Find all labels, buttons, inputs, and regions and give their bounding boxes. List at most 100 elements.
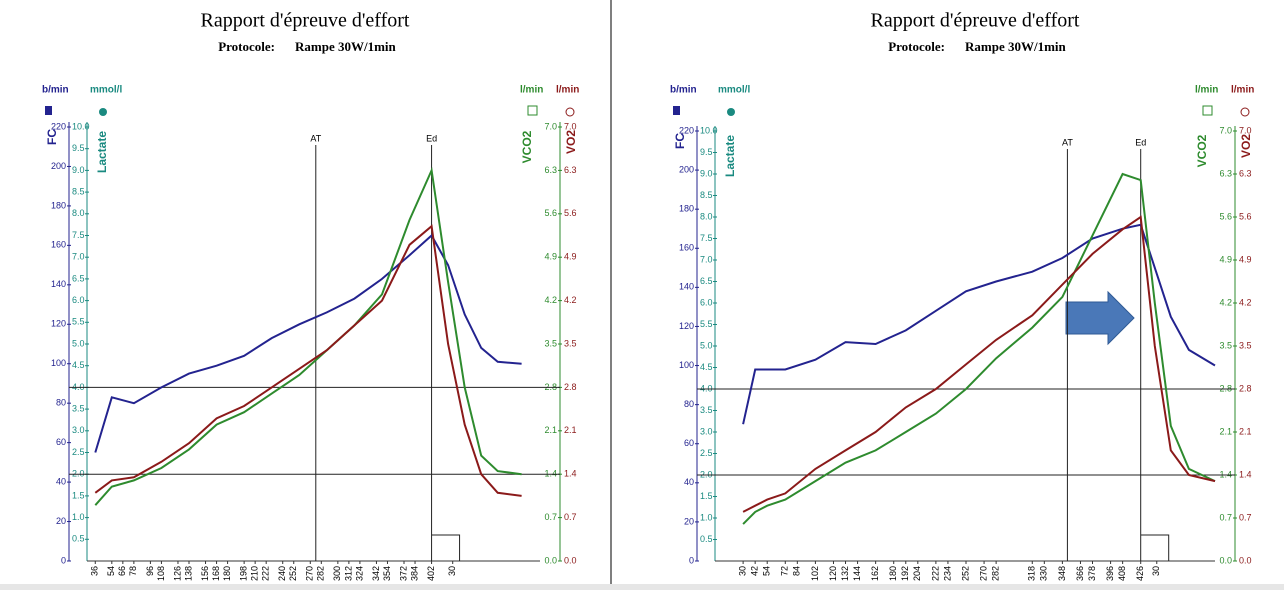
lactate-tick-label: 0.5 xyxy=(72,534,85,544)
lactate-tick-label: 3.5 xyxy=(700,405,713,415)
fc-tick-label: 160 xyxy=(51,240,66,250)
vo2-tick-label: 2.1 xyxy=(564,425,577,435)
x-tick-label: 324 xyxy=(354,566,364,581)
protocol: Rampe 30W/1min xyxy=(295,39,397,54)
x-tick-label: 120 xyxy=(828,566,838,581)
lactate-tick-label: 6.5 xyxy=(700,276,713,286)
x-tick-label: 396 xyxy=(1105,566,1115,581)
vco2-tick-label: 4.9 xyxy=(544,252,557,262)
x-tick-label: 54 xyxy=(106,566,116,576)
vo2-tick-label: 5.6 xyxy=(564,208,577,218)
fc-tick-label: 140 xyxy=(51,279,66,289)
x-tick-label: 330 xyxy=(1039,566,1049,581)
x-tick-label: 312 xyxy=(343,566,353,581)
fc-tick-label: 220 xyxy=(51,121,66,131)
vco2-unit: l/min xyxy=(520,85,543,96)
fc-tick-label: 80 xyxy=(56,398,66,408)
vo2-tick-label: 0.0 xyxy=(1239,555,1252,565)
x-tick-label: 138 xyxy=(183,566,193,581)
x-tick-label: 270 xyxy=(305,566,315,581)
vco2-tick-label: 4.9 xyxy=(1219,254,1232,264)
vo2-symbol xyxy=(1240,107,1250,117)
vco2-tick-label: 0.0 xyxy=(544,555,557,565)
lactate-tick-label: 8.0 xyxy=(72,208,85,218)
protocol-label: Protocole: xyxy=(218,39,275,54)
vo2-axis-title: VO2 xyxy=(564,130,578,154)
x-tick-label: 372 xyxy=(398,566,408,581)
x-tick-label: 66 xyxy=(117,566,127,576)
x-tick-label: 72 xyxy=(780,566,790,576)
x-tick-label: 54 xyxy=(762,566,772,576)
vo2-tick-label: 7.0 xyxy=(1239,125,1252,135)
vo2-unit: l/min xyxy=(556,85,579,96)
lactate-tick-label: 9.0 xyxy=(72,165,85,175)
x-tick-label: 42 xyxy=(750,566,760,576)
x-tick-label: 300 xyxy=(332,566,342,581)
vco2-tick-label: 3.5 xyxy=(544,338,557,348)
x-tick-label: 168 xyxy=(211,566,221,581)
x-tick-label: 96 xyxy=(145,566,155,576)
x-tick-label: 270 xyxy=(978,566,988,581)
lactate-tick-label: 4.0 xyxy=(72,382,85,392)
vco2-tick-label: 6.3 xyxy=(1219,168,1232,178)
x-tick-label: 234 xyxy=(942,566,952,581)
x-tick-label: 408 xyxy=(1117,566,1127,581)
lactate-tick-label: 1.0 xyxy=(700,512,713,522)
vo2-tick-label: 0.0 xyxy=(564,555,577,565)
chart-title: Rapport d'épreuve d'effort xyxy=(201,10,410,32)
series-line xyxy=(742,215,1216,513)
x-tick-label: 252 xyxy=(288,566,298,581)
lactate-tick-label: 9.5 xyxy=(700,147,713,157)
x-tick-label: 156 xyxy=(200,566,210,581)
vo2-axis-title: VO2 xyxy=(1239,134,1253,158)
vco2-tick-label: 6.3 xyxy=(544,165,557,175)
fc-tick-label: 160 xyxy=(679,243,694,253)
fc-tick-label: 40 xyxy=(684,477,694,487)
vco2-tick-label: 0.0 xyxy=(1219,555,1232,565)
vo2-tick-label: 0.7 xyxy=(1239,512,1252,522)
vo2-tick-label: 6.3 xyxy=(1239,168,1252,178)
fc-unit: b/min xyxy=(670,85,697,96)
x-tick-label: 354 xyxy=(382,566,392,581)
annotation-label: AT xyxy=(310,133,321,143)
vco2-tick-label: 0.7 xyxy=(544,512,557,522)
fc-symbol xyxy=(673,106,680,115)
vco2-symbol xyxy=(1202,105,1213,116)
lactate-tick-label: 2.0 xyxy=(700,469,713,479)
x-tick-label: 252 xyxy=(960,566,970,581)
fc-tick-label: 200 xyxy=(51,161,66,171)
x-tick-label: 180 xyxy=(222,566,232,581)
lactate-tick-label: 4.5 xyxy=(72,360,85,370)
fc-axis-title: FC xyxy=(673,133,687,149)
series-line xyxy=(94,233,522,453)
lactate-tick-label: 6.5 xyxy=(72,273,85,283)
lactate-tick-label: 7.5 xyxy=(700,233,713,243)
x-tick-label: 282 xyxy=(990,566,1000,581)
x-tick-label: 132 xyxy=(840,566,850,581)
vco2-tick-label: 2.1 xyxy=(1219,426,1232,436)
x-tick-label: 162 xyxy=(870,566,880,581)
x-tick-label: 192 xyxy=(900,566,910,581)
annotation-label: Ed xyxy=(426,133,437,143)
vco2-tick-label: 2.1 xyxy=(544,425,557,435)
lactate-tick-label: 4.0 xyxy=(700,383,713,393)
fc-tick-label: 100 xyxy=(51,358,66,368)
series-line xyxy=(742,172,1216,525)
lactate-tick-label: 1.5 xyxy=(72,490,85,500)
lactate-tick-label: 5.5 xyxy=(700,319,713,329)
vco2-tick-label: 4.2 xyxy=(1219,297,1232,307)
x-tick-label: 144 xyxy=(852,566,862,581)
lactate-tick-label: 0.5 xyxy=(700,534,713,544)
lactate-tick-label: 8.0 xyxy=(700,211,713,221)
vo2-tick-label: 2.8 xyxy=(1239,383,1252,393)
lactate-axis-title: Lactate xyxy=(723,135,737,177)
x-tick-label: 78 xyxy=(128,566,138,576)
vo2-tick-label: 1.4 xyxy=(1239,469,1252,479)
vo2-tick-label: 4.2 xyxy=(1239,297,1252,307)
x-tick-label: 426 xyxy=(1135,566,1145,581)
lactate-unit: mmol/l xyxy=(90,85,122,96)
fc-tick-label: 180 xyxy=(679,204,694,214)
x-tick-label: 222 xyxy=(261,566,271,581)
lactate-tick-label: 5.0 xyxy=(72,338,85,348)
vco2-axis-title: VCO2 xyxy=(1195,134,1209,167)
